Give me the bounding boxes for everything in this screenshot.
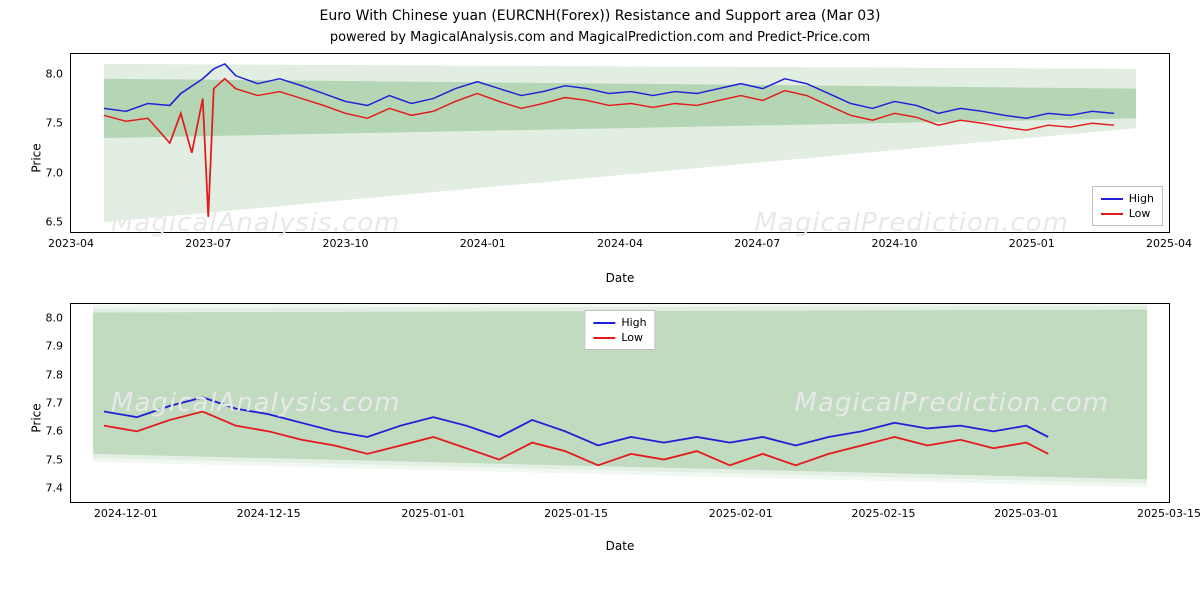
legend-item-high-2: High <box>593 315 646 330</box>
xtick: 2024-07 <box>734 237 780 250</box>
xtick: 2025-02-15 <box>852 507 916 520</box>
ytick: 7.8 <box>31 368 63 381</box>
legend-item-low: Low <box>1101 206 1154 221</box>
legend-label-high-2: High <box>621 316 646 329</box>
chart-top-ylabel: Price <box>30 143 44 172</box>
legend-line-low <box>1101 213 1123 215</box>
ytick: 8.0 <box>31 312 63 325</box>
xtick: 2024-12-15 <box>237 507 301 520</box>
chart-bottom-ylabel: Price <box>30 403 44 432</box>
chart-top: MagicalAnalysis.com MagicalPrediction.co… <box>70 53 1170 263</box>
chart-bottom-legend: High Low <box>584 310 655 350</box>
legend-line-high <box>1101 198 1123 200</box>
legend-label-low-2: Low <box>621 331 643 344</box>
xtick: 2025-01-01 <box>401 507 465 520</box>
ytick: 8.0 <box>31 67 63 80</box>
ytick: 6.5 <box>31 216 63 229</box>
xtick: 2024-01 <box>460 237 506 250</box>
chart-top-svg <box>71 54 1169 232</box>
page-subtitle: powered by MagicalAnalysis.com and Magic… <box>0 24 1200 49</box>
legend-label-high: High <box>1129 192 1154 205</box>
legend-line-high-2 <box>593 322 615 324</box>
chart-bottom: MagicalAnalysis.com MagicalPrediction.co… <box>70 303 1170 533</box>
xtick: 2023-10 <box>323 237 369 250</box>
ytick: 7.5 <box>31 453 63 466</box>
ytick: 7.9 <box>31 340 63 353</box>
xtick: 2025-02-01 <box>709 507 773 520</box>
xtick: 2024-12-01 <box>94 507 158 520</box>
xtick: 2023-07 <box>185 237 231 250</box>
legend-label-low: Low <box>1129 207 1151 220</box>
xtick: 2025-03-15 <box>1137 507 1200 520</box>
legend-item-low-2: Low <box>593 330 646 345</box>
legend-line-low-2 <box>593 337 615 339</box>
chart-bottom-plot: MagicalAnalysis.com MagicalPrediction.co… <box>70 303 1170 503</box>
ytick: 7.5 <box>31 117 63 130</box>
chart-top-plot: MagicalAnalysis.com MagicalPrediction.co… <box>70 53 1170 233</box>
legend-item-high: High <box>1101 191 1154 206</box>
xtick: 2025-01 <box>1009 237 1055 250</box>
page-title: Euro With Chinese yuan (EURCNH(Forex)) R… <box>0 0 1200 24</box>
xtick: 2025-04 <box>1146 237 1192 250</box>
chart-bottom-xlabel: Date <box>606 539 635 553</box>
ytick: 7.4 <box>31 481 63 494</box>
xtick: 2025-03-01 <box>994 507 1058 520</box>
chart-top-xlabel: Date <box>606 271 635 285</box>
chart-top-legend: High Low <box>1092 186 1163 226</box>
xtick: 2023-04 <box>48 237 94 250</box>
xtick: 2024-04 <box>597 237 643 250</box>
xtick: 2025-01-15 <box>544 507 608 520</box>
xtick: 2024-10 <box>872 237 918 250</box>
